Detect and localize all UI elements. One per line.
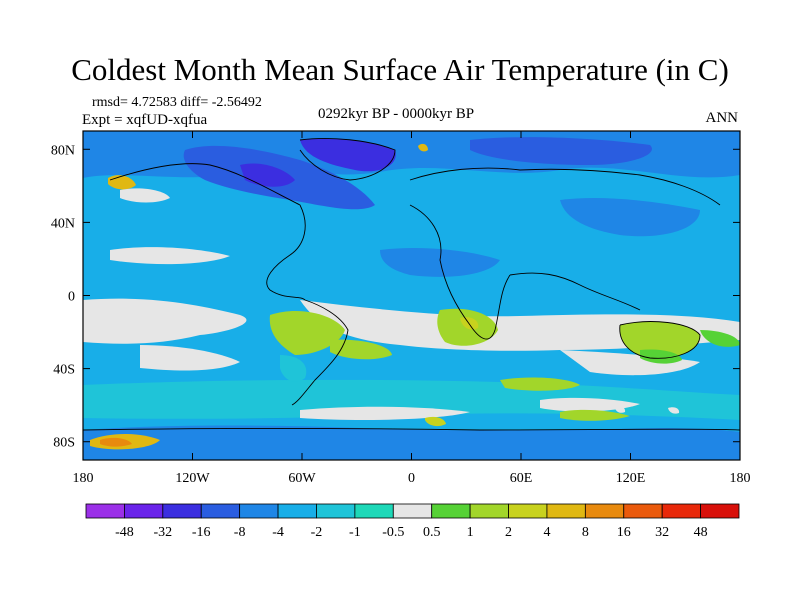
longitude-axis: 180 120W 60W 0 60E 120E 180 xyxy=(73,131,751,486)
colorbar-label: -8 xyxy=(234,525,246,540)
colorbar-swatch xyxy=(661,503,701,519)
colorbar-label: 4 xyxy=(543,525,550,540)
colorbar-swatch xyxy=(584,503,625,519)
colorbar-swatch xyxy=(392,503,433,519)
lat-tick-label: 80S xyxy=(53,436,75,451)
colorbar: -48 -32 -16 -8 -4 -2 -1 -0.5 0.5 1 2 4 8 16 32 48 xyxy=(85,503,740,540)
chart-title: Coldest Month Mean Surface Air Temperatu… xyxy=(71,52,729,87)
colorbar-swatch xyxy=(316,503,356,519)
colorbar-label: -1 xyxy=(349,525,361,540)
season-label: ANN xyxy=(705,110,739,126)
colorbar-label: 0.5 xyxy=(423,525,441,540)
lon-tick-label: 60E xyxy=(510,471,533,486)
colorbar-swatch xyxy=(239,503,279,519)
experiment-label: Expt = xqfUD-xqfua xyxy=(82,112,208,128)
colorbar-swatch xyxy=(124,503,164,519)
colorbar-label: 16 xyxy=(617,525,631,540)
colorbar-swatch xyxy=(623,503,663,519)
lat-tick-label: 40S xyxy=(53,363,75,378)
colorbar-swatch xyxy=(162,503,202,519)
colorbar-label: -0.5 xyxy=(382,525,404,540)
latitude-axis: 80N 40N 0 40S 80S xyxy=(51,143,740,451)
lon-tick-label: 180 xyxy=(730,471,751,486)
colorbar-label: 8 xyxy=(582,525,589,540)
colorbar-label: 32 xyxy=(655,525,669,540)
rmsd-diff-stats: rmsd= 4.72583 diff= -2.56492 xyxy=(92,95,262,110)
lon-tick-label: 120W xyxy=(175,471,210,486)
colorbar-swatch xyxy=(85,503,125,519)
colorbar-swatch xyxy=(508,503,548,519)
temperature-field xyxy=(83,131,740,460)
lat-tick-label: 0 xyxy=(68,290,75,305)
lon-tick-label: 0 xyxy=(408,471,415,486)
colorbar-swatch xyxy=(200,503,241,519)
colorbar-label: -48 xyxy=(115,525,134,540)
colorbar-swatch xyxy=(277,503,317,519)
colorbar-label: -2 xyxy=(311,525,323,540)
colorbar-swatch xyxy=(469,503,509,519)
colorbar-label: 48 xyxy=(694,525,708,540)
lat-tick-label: 40N xyxy=(51,216,75,231)
colorbar-label: -16 xyxy=(192,525,211,540)
colorbar-label: -32 xyxy=(153,525,172,540)
colorbar-swatch xyxy=(700,503,740,519)
lon-tick-label: 180 xyxy=(73,471,94,486)
colorbar-label: -4 xyxy=(272,525,284,540)
period-label: 0292kyr BP - 0000kyr BP xyxy=(318,106,475,122)
colorbar-swatch xyxy=(431,503,471,519)
coastlines xyxy=(83,138,740,431)
colorbar-label: 2 xyxy=(505,525,512,540)
colorbar-swatch xyxy=(354,503,394,519)
lon-tick-label: 60W xyxy=(288,471,316,486)
colorbar-label: 1 xyxy=(467,525,474,540)
lon-tick-label: 120E xyxy=(616,471,646,486)
lat-tick-label: 80N xyxy=(51,143,75,158)
colorbar-swatch xyxy=(546,503,586,519)
